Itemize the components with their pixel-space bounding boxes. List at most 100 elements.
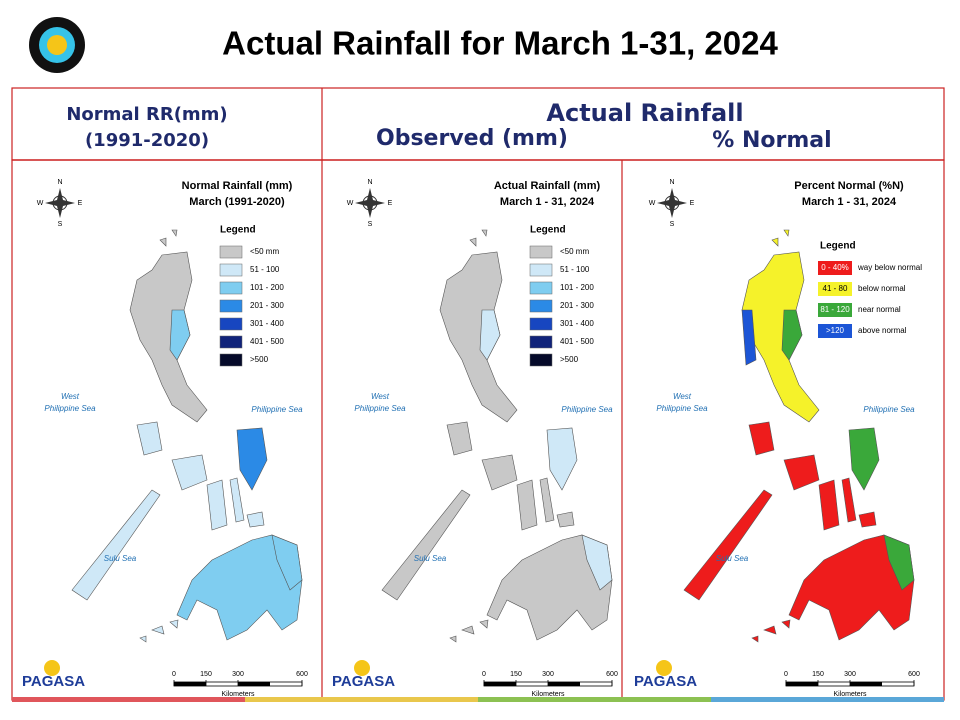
legend-label: 101 - 200 [560, 283, 594, 292]
legend-label: 301 - 400 [250, 319, 284, 328]
scale-label: 150 [510, 671, 522, 678]
logo-text: PAGASA [22, 673, 85, 690]
legend-description: way below normal [857, 263, 922, 272]
sea-label: West [673, 392, 692, 401]
legend-swatch [529, 281, 553, 295]
map-panel: Normal Rainfall (mm) March (1991-2020) N S E… [22, 179, 308, 698]
compass-w: W [649, 200, 656, 207]
map-panel: Actual Rainfall (mm) March 1 - 31, 2024 N S… [332, 179, 618, 698]
compass-n: N [367, 179, 372, 186]
legend-title: Legend [220, 225, 256, 236]
legend-swatch [219, 335, 243, 349]
legend-description: near normal [858, 305, 901, 314]
compass: N S E W [347, 179, 393, 228]
legend-swatch [818, 303, 852, 317]
legend-swatch [529, 245, 553, 259]
legend-label: <50 mm [560, 247, 589, 256]
normal-label: Normal RR(mm) [66, 104, 227, 125]
legend-label: >120 [826, 326, 845, 335]
compass-s: S [368, 221, 373, 228]
sea-label: Philippine Sea [44, 404, 96, 413]
legend-label: 201 - 300 [560, 301, 594, 310]
scale-label: 600 [908, 671, 920, 678]
compass-star [355, 188, 385, 218]
sea-label: West [371, 392, 390, 401]
legend-label: 401 - 500 [250, 337, 284, 346]
legend-swatch [529, 317, 553, 331]
compass-ring [362, 195, 378, 211]
legend-label: 51 - 100 [560, 265, 590, 274]
map-subtitle: March 1 - 31, 2024 [500, 196, 595, 208]
legend-swatch [219, 263, 243, 277]
legend-swatch [529, 263, 553, 277]
scale-label: 0 [784, 671, 788, 678]
observed-label: Observed (mm) [376, 126, 568, 151]
scale-label: 150 [200, 671, 212, 678]
legend-swatch [818, 261, 852, 275]
compass-e: E [388, 200, 393, 207]
legend-swatch [219, 299, 243, 313]
scale-label: 300 [232, 671, 244, 678]
scale-label: 300 [844, 671, 856, 678]
scale-bar-fill [238, 682, 270, 686]
legend-label: 401 - 500 [560, 337, 594, 346]
sea-label: Sulu Sea [716, 554, 749, 563]
legend-label: >500 [250, 355, 269, 364]
legend-description: above normal [858, 326, 907, 335]
logo [29, 17, 85, 73]
normal-period: (1991-2020) [85, 130, 209, 151]
legend-swatch [219, 281, 243, 295]
sea-label: Philippine Sea [863, 405, 915, 414]
map-title: Actual Rainfall (mm) [494, 180, 601, 192]
legend-label: 201 - 300 [250, 301, 284, 310]
map-panel: Percent Normal (%N) March 1 - 31, 2024 N S E… [634, 179, 922, 698]
legend-label: 301 - 400 [560, 319, 594, 328]
legend-label: 81 - 120 [820, 305, 850, 314]
legend-label: 51 - 100 [250, 265, 280, 274]
scale-label: 600 [606, 671, 618, 678]
legend-swatch [818, 324, 852, 338]
sea-label: Philippine Sea [354, 404, 406, 413]
compass-w: W [37, 200, 44, 207]
legend-swatch [219, 353, 243, 367]
compass: N S E W [649, 179, 695, 228]
legend-label: <50 mm [250, 247, 279, 256]
legend-title: Legend [530, 225, 566, 236]
scale-bar-fill [548, 682, 580, 686]
legend-label: >500 [560, 355, 579, 364]
map-title: Normal Rainfall (mm) [182, 180, 293, 192]
page-title: Actual Rainfall for March 1-31, 2024 [222, 25, 778, 62]
sea-label: Philippine Sea [656, 404, 708, 413]
scale-label: 600 [296, 671, 308, 678]
compass-ring [52, 195, 68, 211]
legend-description: below normal [858, 284, 906, 293]
compass-s: S [670, 221, 675, 228]
scale-bar-fill [850, 682, 882, 686]
scale-label: 150 [812, 671, 824, 678]
legend-swatch [529, 335, 553, 349]
map-subtitle: March (1991-2020) [189, 196, 285, 208]
legend-label: 41 - 80 [823, 284, 848, 293]
compass-w: W [347, 200, 354, 207]
compass-ring [664, 195, 680, 211]
compass-s: S [58, 221, 63, 228]
scale-label: 300 [542, 671, 554, 678]
legend-swatch [219, 245, 243, 259]
compass-n: N [57, 179, 62, 186]
scale-bar-fill [484, 682, 516, 686]
legend-swatch [219, 317, 243, 331]
footer-strip [12, 697, 944, 702]
legend-swatch [529, 299, 553, 313]
compass-star [657, 188, 687, 218]
logo-text: PAGASA [634, 673, 697, 690]
compass: N S E W [37, 179, 83, 228]
actual-label: Actual Rainfall [546, 99, 743, 127]
sea-label: Sulu Sea [104, 554, 137, 563]
compass-e: E [690, 200, 695, 207]
map-title: Percent Normal (%N) [794, 180, 904, 192]
compass-n: N [669, 179, 674, 186]
compass-e: E [78, 200, 83, 207]
logo-text: PAGASA [332, 673, 395, 690]
above-normal-area [741, 309, 757, 366]
